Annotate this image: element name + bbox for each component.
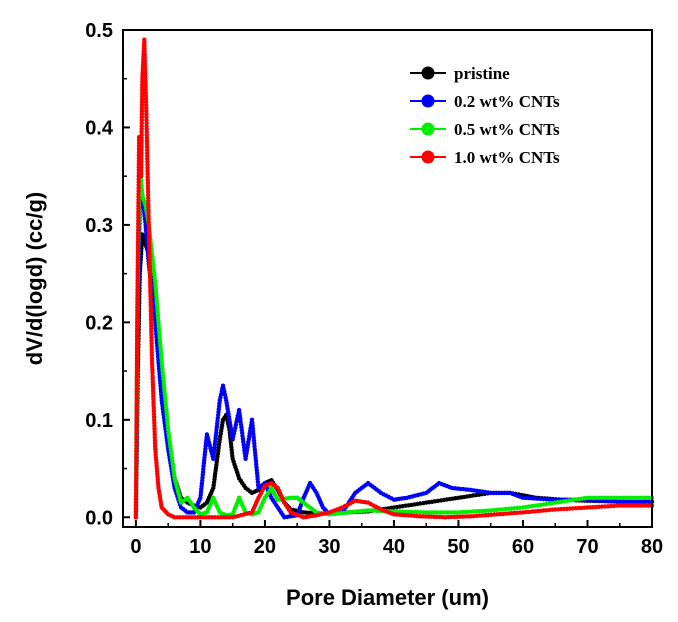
legend-item: 1.0 wt% CNTs bbox=[410, 148, 560, 167]
legend: pristine 0.2 wt% CNTs 0.5 wt% CNTs 1.0 wt% … bbox=[410, 64, 560, 167]
y-axis-title: dV/d(logd) (cc/g) bbox=[22, 192, 47, 366]
legend-label: 0.2 wt% CNTs bbox=[454, 92, 560, 111]
legend-marker bbox=[421, 66, 435, 80]
x-tick-label: 50 bbox=[447, 536, 469, 558]
series-1-0-wt-cnts bbox=[133, 37, 655, 520]
y-tick-label: 0.3 bbox=[85, 215, 113, 237]
legend-marker bbox=[421, 150, 435, 164]
series-layer bbox=[133, 37, 655, 520]
legend-label: 0.5 wt% CNTs bbox=[454, 120, 560, 139]
x-tick-label: 30 bbox=[318, 536, 340, 558]
plot-frame bbox=[122, 29, 653, 528]
legend-marker bbox=[421, 122, 435, 136]
legend-label: 1.0 wt% CNTs bbox=[454, 148, 560, 167]
y-tick-label: 0.1 bbox=[85, 410, 113, 432]
x-axis-title: Pore Diameter (um) bbox=[286, 585, 489, 610]
legend-item: 0.2 wt% CNTs bbox=[410, 92, 560, 111]
x-tick-label: 60 bbox=[512, 536, 534, 558]
legend-item: 0.5 wt% CNTs bbox=[410, 120, 560, 139]
y-tick-label: 0.2 bbox=[85, 312, 113, 334]
x-tick-label: 0 bbox=[130, 536, 141, 558]
legend-label: pristine bbox=[454, 64, 510, 83]
legend-marker bbox=[421, 94, 435, 108]
y-tick-label: 0.4 bbox=[85, 117, 114, 139]
y-tick-label: 0.0 bbox=[85, 507, 113, 529]
x-tick-label: 10 bbox=[189, 536, 211, 558]
x-tick-label: 70 bbox=[576, 536, 598, 558]
ticks-layer: 0 10 20 30 40 50 60 70 80 0.0 0.1 0.2 0.3 0.4 0.5 bbox=[85, 20, 663, 558]
y-tick-label: 0.5 bbox=[85, 20, 113, 42]
x-tick-label: 40 bbox=[383, 536, 405, 558]
legend-item: pristine bbox=[410, 64, 510, 83]
x-tick-label: 80 bbox=[641, 536, 663, 558]
x-tick-label: 20 bbox=[254, 536, 276, 558]
